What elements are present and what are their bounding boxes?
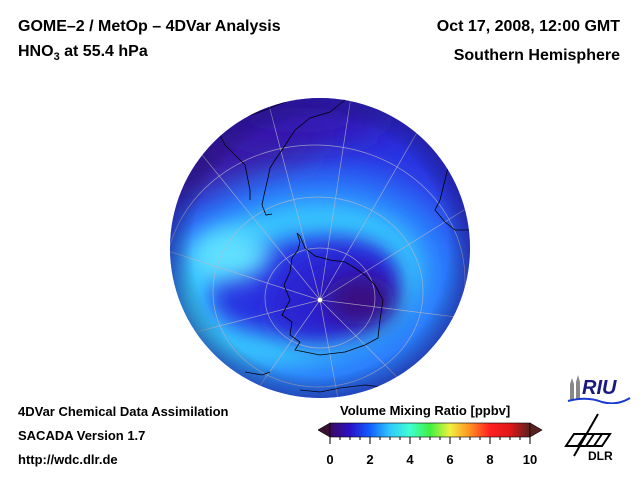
dlr-logo-text: DLR: [588, 449, 613, 463]
colorbar: [318, 422, 543, 444]
chart-subtitle: HNO3 at 55.4 hPa: [18, 43, 148, 63]
colorbar-tick-label: 6: [446, 452, 454, 467]
dlr-logo: DLR: [564, 413, 613, 463]
chart-title: GOME–2 / MetOp – 4DVar Analysis: [18, 18, 281, 35]
species-subscript: 3: [53, 51, 60, 64]
colorbar-over-arrow: [529, 422, 543, 438]
footer-url[interactable]: http://wdc.dlr.de: [18, 452, 118, 467]
colorbar-tick-label: 8: [486, 452, 494, 467]
colorbar-title: Volume Mixing Ratio [ppbv]: [340, 403, 511, 418]
hemisphere-label: Southern Hemisphere: [453, 47, 620, 64]
species-name: HNO: [18, 43, 54, 60]
colorbar-tick-label: 4: [406, 452, 414, 467]
pressure-level: at 55.4 hPa: [59, 43, 148, 60]
footer-line-1: 4DVar Chemical Data Assimilation: [18, 404, 229, 419]
date-label: Oct 17, 2008, 12:00 GMT: [436, 18, 620, 35]
riu-logo-text: RIU: [582, 377, 617, 399]
colorbar-under-arrow: [318, 422, 331, 438]
riu-logo: RIU: [567, 375, 631, 404]
footer-line-2: SACADA Version 1.7: [18, 428, 146, 443]
colorbar-tick-label: 10: [522, 452, 538, 467]
colorbar-tick-label: 0: [326, 452, 334, 467]
river-wave-icon: [567, 397, 631, 404]
cathedral-icon: [570, 375, 580, 400]
south-pole-marker: [317, 297, 323, 303]
colorbar-gradient: [329, 422, 531, 438]
dlr-emblem-icon: [564, 413, 612, 457]
colorbar-tick-label: 2: [366, 452, 374, 467]
